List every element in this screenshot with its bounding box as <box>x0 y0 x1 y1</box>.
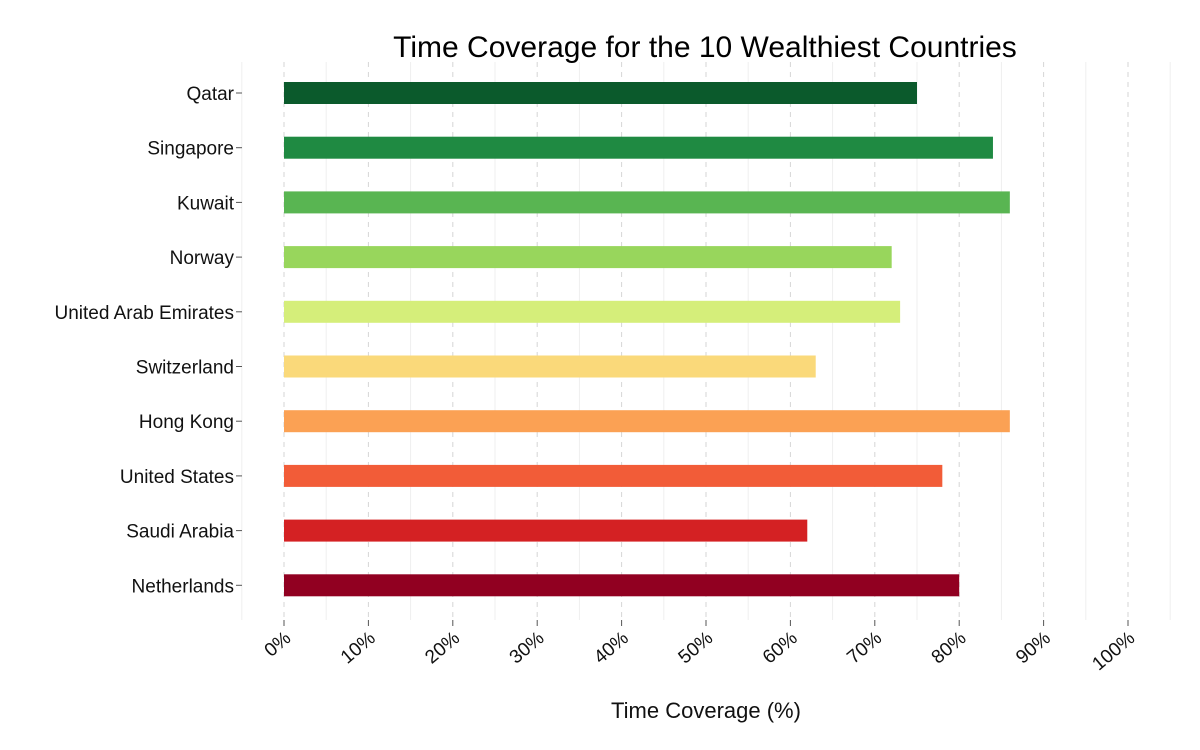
category-label: Norway <box>170 248 235 269</box>
bar-united-arab-emirates <box>284 300 901 323</box>
category-label: Kuwait <box>177 193 235 214</box>
category-label: United Arab Emirates <box>54 303 234 324</box>
bar-qatar <box>284 82 917 104</box>
bar-saudi-arabia <box>284 519 808 542</box>
x-tick-label: 60% <box>759 628 802 669</box>
category-label: Singapore <box>147 139 234 160</box>
x-tick-labels: 0% 10% 20% 30% 40% 50% 60% 70% 80% 90% 100% <box>261 620 1139 675</box>
chart-title: Time Coverage for the 10 Wealthiest Coun… <box>393 31 1017 64</box>
x-tick-label: 30% <box>506 628 549 669</box>
category-labels: Qatar Singapore Kuwait Norway United Arab Em… <box>54 84 242 597</box>
x-tick-label: 90% <box>1012 628 1055 669</box>
bar-switzerland <box>284 355 816 378</box>
bar-united-states <box>284 464 943 487</box>
x-axis-label: Time Coverage (%) <box>611 698 801 723</box>
bar-singapore <box>284 136 993 159</box>
x-tick-label: 10% <box>337 628 380 669</box>
bar-norway <box>284 246 892 269</box>
bar-netherlands <box>284 574 960 597</box>
x-tick-label: 70% <box>843 628 886 669</box>
x-tick-label: 20% <box>421 628 464 669</box>
category-label: Saudi Arabia <box>126 522 234 543</box>
category-label: Netherlands <box>132 576 234 597</box>
category-label: United States <box>120 467 234 488</box>
category-label: Qatar <box>186 84 234 105</box>
bar-layer <box>284 82 1010 597</box>
x-tick-label: 50% <box>675 628 718 669</box>
x-tick-label: 0% <box>261 628 296 662</box>
category-label: Switzerland <box>136 358 234 379</box>
bar-kuwait <box>284 191 1010 214</box>
x-tick-label: 80% <box>928 628 971 669</box>
category-label: Hong Kong <box>139 412 234 433</box>
bar-hong-kong <box>284 410 1010 433</box>
x-tick-label: 100% <box>1088 628 1139 675</box>
x-tick-label: 40% <box>590 628 633 669</box>
